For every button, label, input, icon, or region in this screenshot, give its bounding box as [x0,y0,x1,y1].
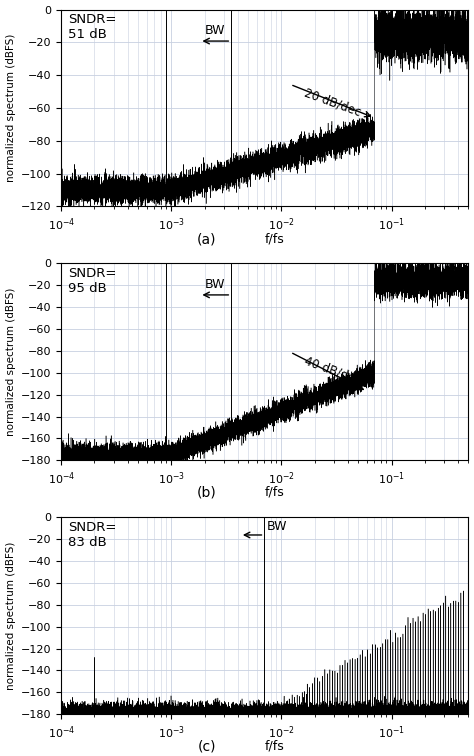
Y-axis label: normalized spectrum (dBFS): normalized spectrum (dBFS) [6,541,16,690]
Text: BW: BW [205,24,226,37]
Text: (c): (c) [198,740,216,754]
Text: SNDR=
95 dB: SNDR= 95 dB [68,268,117,296]
Text: SNDR=
51 dB: SNDR= 51 dB [68,14,117,42]
Text: f/fs: f/fs [265,740,285,753]
Text: (a): (a) [197,232,216,246]
Y-axis label: normalized spectrum (dBFS): normalized spectrum (dBFS) [6,34,16,182]
Text: (b): (b) [196,486,216,500]
Text: SNDR=
83 dB: SNDR= 83 dB [68,521,117,549]
Text: f/fs: f/fs [265,232,285,245]
Text: BW: BW [267,520,287,533]
Text: 20 dB/dec: 20 dB/dec [303,86,363,119]
Text: 40 dB/dec: 40 dB/dec [303,354,363,386]
Y-axis label: normalized spectrum (dBFS): normalized spectrum (dBFS) [6,288,16,436]
Text: BW: BW [205,278,226,291]
Text: f/fs: f/fs [265,486,285,499]
